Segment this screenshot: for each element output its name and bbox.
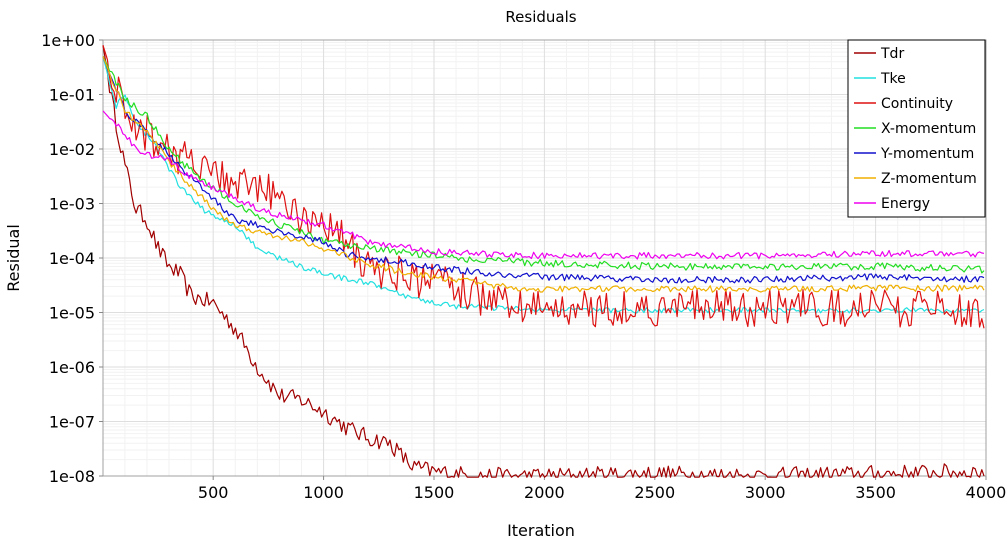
y-tick-label: 1e-07 bbox=[49, 413, 95, 432]
x-axis-ticks: 500 1000 1500 2000 2500 3000 3500 4000 bbox=[198, 476, 1006, 502]
legend-label: Z-momentum bbox=[881, 171, 977, 187]
legend-label: Tke bbox=[880, 71, 906, 87]
x-tick-label: 1500 bbox=[414, 483, 455, 502]
chart-title: Residuals bbox=[505, 8, 576, 26]
y-tick-label: 1e+00 bbox=[41, 31, 95, 50]
x-tick-label: 2000 bbox=[524, 483, 565, 502]
series-line-tdr bbox=[102, 45, 985, 478]
series-line-tke bbox=[102, 56, 985, 314]
series-line-z-momentum bbox=[102, 56, 985, 293]
y-tick-label: 1e-05 bbox=[49, 304, 95, 323]
y-tick-label: 1e-01 bbox=[49, 86, 95, 105]
y-tick-label: 1e-02 bbox=[49, 140, 95, 159]
y-axis-ticks: 1e+00 1e-01 1e-02 1e-03 1e-04 1e-05 1e-06 1e-07… bbox=[41, 31, 103, 486]
legend-label: Continuity bbox=[881, 96, 953, 112]
series-layer bbox=[102, 45, 985, 478]
series-line-energy bbox=[102, 110, 985, 260]
x-tick-label: 4000 bbox=[966, 483, 1007, 502]
x-tick-label: 2500 bbox=[634, 483, 675, 502]
legend-label: X-momentum bbox=[881, 121, 976, 137]
y-tick-label: 1e-06 bbox=[49, 358, 95, 377]
y-axis-label: Residual bbox=[4, 224, 23, 292]
legend-label: Tdr bbox=[880, 46, 904, 62]
x-tick-label: 1000 bbox=[303, 483, 344, 502]
legend-box bbox=[847, 39, 986, 218]
y-tick-label: 1e-04 bbox=[49, 249, 95, 268]
legend-label: Energy bbox=[881, 196, 930, 212]
x-tick-label: 3000 bbox=[745, 483, 786, 502]
legend-label: Y-momentum bbox=[880, 146, 974, 162]
y-tick-label: 1e-03 bbox=[49, 195, 95, 214]
legend: Tdr Tke Continuity X-momentum Y-momentum Z-mo… bbox=[847, 39, 986, 218]
series-line-y-momentum bbox=[102, 56, 985, 284]
series-line-x-momentum bbox=[102, 56, 985, 274]
x-tick-label: 3500 bbox=[855, 483, 896, 502]
series-line-continuity bbox=[102, 45, 985, 329]
x-tick-label: 500 bbox=[198, 483, 229, 502]
x-axis-label: Iteration bbox=[507, 521, 575, 540]
y-tick-label: 1e-08 bbox=[49, 467, 95, 486]
